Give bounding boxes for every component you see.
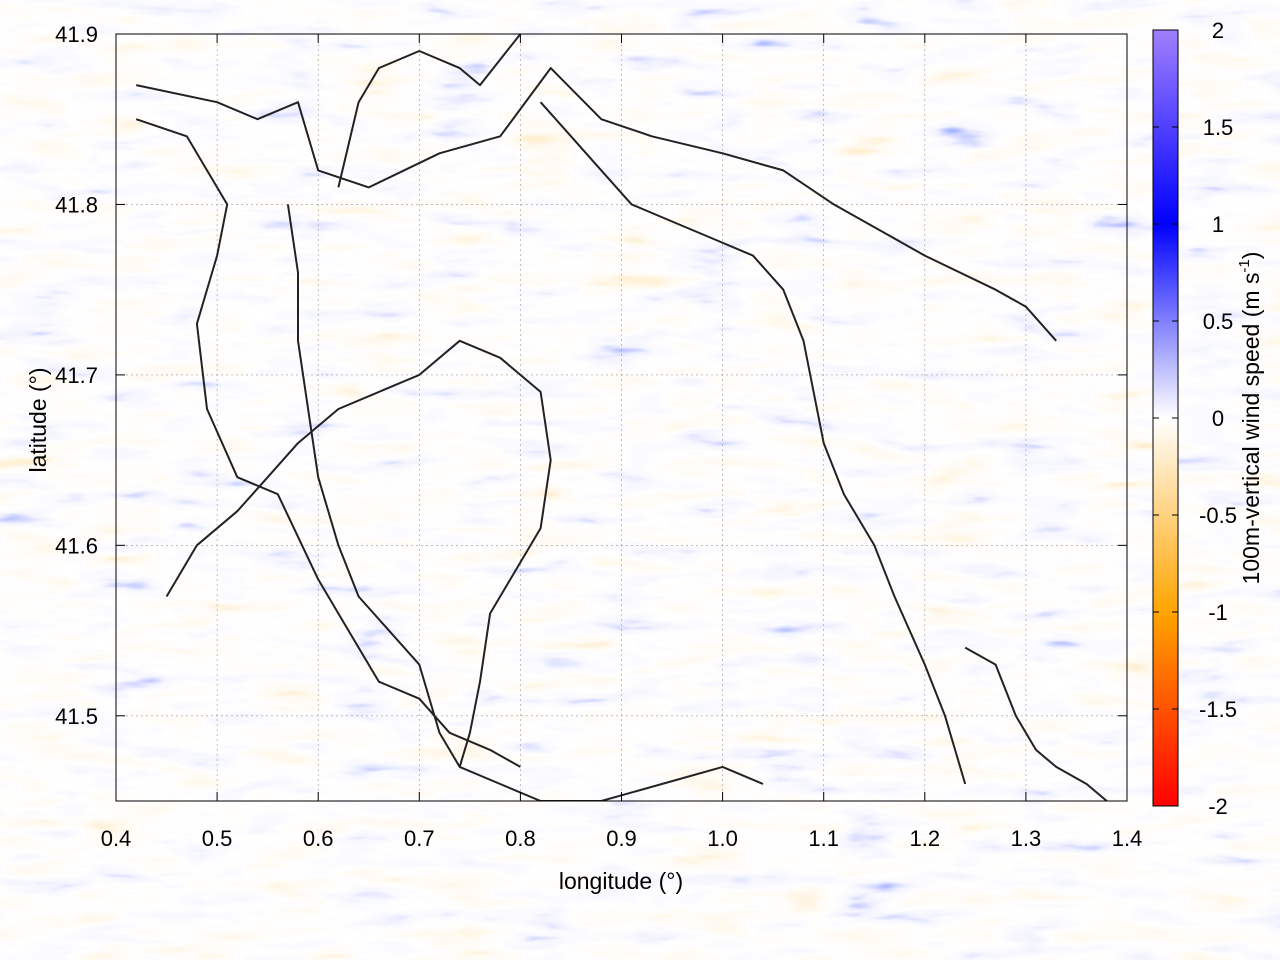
colorbar-ticks: 2 1.5 1 0.5 0 -0.5 -1 -1.5 -2	[1153, 18, 1237, 819]
contour-lines	[135, 34, 1108, 801]
x-tick-label: 0.7	[404, 826, 435, 851]
heatmap-field	[116, 34, 1127, 801]
x-tick-label: 1.0	[707, 826, 738, 851]
x-axis: 0.4 0.5 0.6 0.7 0.8 0.9 1.0 1.1 1.2 1.3 1.4	[101, 34, 1143, 851]
colorbar-tick-label: 1.5	[1203, 115, 1234, 140]
y-axis-title: latitude (°)	[25, 367, 51, 472]
x-axis-title: longitude (°)	[559, 868, 683, 894]
y-axis: 41.5 41.6 41.7 41.8 41.9	[55, 22, 1127, 729]
contour-line	[337, 34, 522, 188]
x-tick-label: 0.8	[505, 826, 536, 851]
colorbar-tick-label: -2	[1208, 794, 1228, 819]
x-tick-label: 0.5	[202, 826, 233, 851]
colorbar-tick-label: 0.5	[1203, 309, 1234, 334]
contour-line	[135, 67, 1057, 342]
colorbar-title-sup: -1	[1236, 259, 1253, 272]
y-tick-label: 41.7	[55, 363, 98, 388]
contour-line	[964, 646, 1108, 801]
grid-lines	[116, 34, 1127, 801]
x-tick-label: 0.4	[101, 826, 132, 851]
x-tick-label: 1.1	[808, 826, 839, 851]
colorbar-title-end: )	[1238, 252, 1264, 260]
colorbar-tick-label: 2	[1212, 18, 1224, 43]
contour-line	[135, 118, 521, 768]
y-tick-label: 41.5	[55, 704, 98, 729]
colorbar-tick-label: -0.5	[1199, 503, 1237, 528]
colorbar-tick-label: 1	[1212, 212, 1224, 237]
x-tick-label: 0.6	[303, 826, 334, 851]
x-tick-label: 1.2	[910, 826, 941, 851]
contour-line	[539, 101, 967, 785]
plot-area	[115, 33, 1128, 802]
contour-line	[165, 339, 552, 768]
colorbar-tick-label: 0	[1212, 406, 1224, 431]
x-tick-label: 1.3	[1011, 826, 1042, 851]
colorbar-title-main: 100m-vertical wind speed (m s	[1238, 273, 1264, 585]
y-tick-label: 41.6	[55, 533, 98, 558]
colorbar-title: 100m-vertical wind speed (m s-1)	[1236, 252, 1264, 585]
x-tick-label: 0.9	[606, 826, 637, 851]
colorbar-tick-label: -1	[1208, 600, 1228, 625]
y-tick-label: 41.9	[55, 22, 98, 47]
colorbar: 2 1.5 1 0.5 0 -0.5 -1 -1.5 -2 100m-vertical wind…	[1152, 18, 1264, 819]
x-tick-label: 1.4	[1112, 826, 1143, 851]
colorbar-tick-label: -1.5	[1199, 697, 1237, 722]
y-tick-label: 41.8	[55, 192, 98, 217]
